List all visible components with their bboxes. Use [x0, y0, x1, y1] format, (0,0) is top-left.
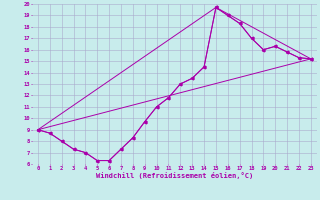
X-axis label: Windchill (Refroidissement éolien,°C): Windchill (Refroidissement éolien,°C)	[96, 172, 253, 179]
